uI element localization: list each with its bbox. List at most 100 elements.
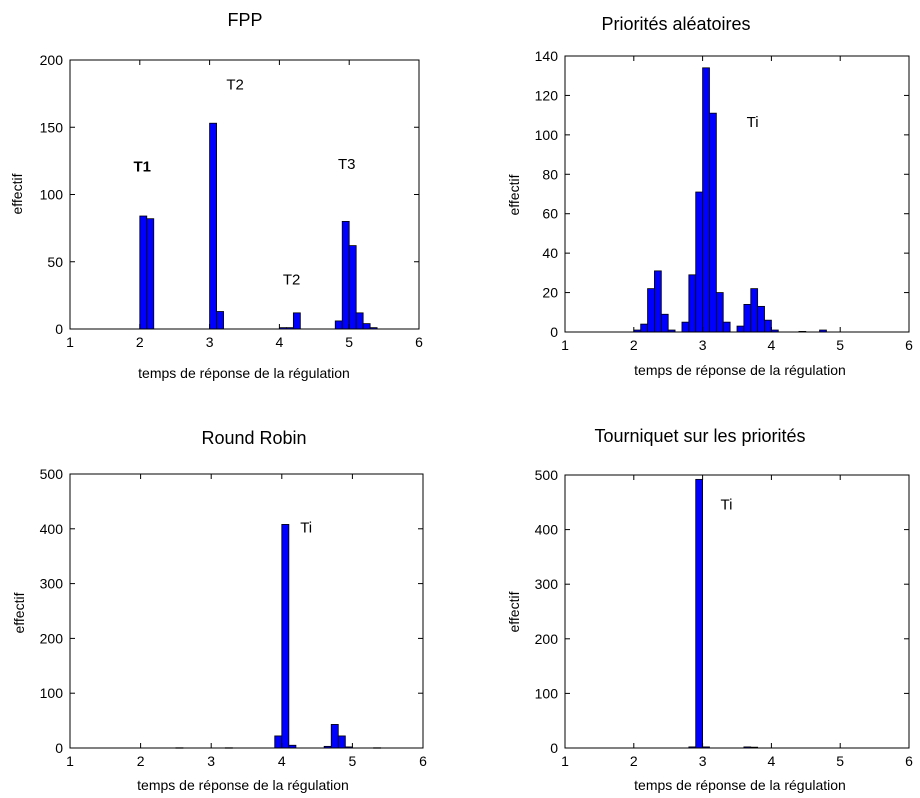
- histogram-bar: [764, 319, 772, 333]
- histogram-bars: [688, 478, 759, 749]
- series-annotation: Ti: [300, 520, 312, 537]
- series-annotation: T2: [226, 77, 244, 94]
- axes-frame: [69, 59, 420, 330]
- histogram-bar: [736, 325, 745, 333]
- series-annotation: T3: [338, 156, 356, 173]
- y-tick-label: 300: [535, 576, 559, 592]
- y-tick-label: 120: [535, 87, 559, 103]
- histogram-bar: [292, 312, 301, 330]
- y-axis-label: effectif: [11, 592, 27, 633]
- panel-round-robin: Round Robin 1 2 3 4 5 6 0 100 200 300 400 500 temps…: [11, 428, 427, 793]
- x-axis-label: temps de réponse de la régulation: [138, 365, 350, 381]
- x-axis-label: temps de réponse de la régulation: [137, 777, 349, 793]
- x-tick-label: 4: [278, 753, 286, 769]
- histogram-bar: [330, 724, 339, 749]
- histogram-bar: [337, 735, 346, 749]
- histogram-bar: [640, 323, 648, 333]
- histogram-bar: [750, 288, 759, 333]
- histogram-bar: [681, 321, 690, 333]
- histogram-bar: [715, 292, 724, 333]
- panel-title: Round Robin: [201, 428, 306, 448]
- x-tick-label: 5: [836, 753, 844, 769]
- axes-frame: [564, 55, 910, 333]
- x-tick-label: 5: [349, 753, 357, 769]
- x-axis-label: temps de réponse de la régulation: [634, 777, 846, 793]
- histogram-bars: [175, 524, 382, 749]
- histogram-bar: [702, 67, 710, 333]
- y-tick-label: 200: [40, 630, 64, 646]
- x-tick-label: 4: [276, 334, 284, 350]
- y-tick-label: 0: [55, 321, 63, 337]
- x-tick-label: 3: [699, 337, 707, 353]
- x-tick-label: 6: [419, 753, 427, 769]
- histogram-bar: [695, 478, 703, 749]
- histogram-bar: [654, 270, 662, 333]
- y-tick-label: 400: [535, 522, 559, 538]
- x-tick-label: 1: [66, 334, 74, 350]
- y-axis-label: effectif: [9, 173, 25, 214]
- x-tick-label: 2: [630, 337, 638, 353]
- histogram-bar: [709, 112, 717, 333]
- histogram-bar: [209, 122, 217, 330]
- histogram-bar: [660, 313, 669, 333]
- x-tick-label: 4: [768, 337, 776, 353]
- panel-title: FPP: [227, 10, 262, 30]
- histogram-bar: [348, 245, 357, 330]
- y-tick-label: 200: [535, 631, 559, 647]
- axis-ticks: 1 2 3 4 5 6 0 100 200 300 400 500: [535, 467, 913, 769]
- histogram-bar: [722, 321, 731, 333]
- y-tick-label: 40: [542, 245, 558, 261]
- y-tick-label: 500: [40, 466, 64, 482]
- panel-priority-round-robin: Tourniquet sur les priorités 1 2 3 4 5 6 0 100 2…: [506, 426, 913, 793]
- y-tick-label: 150: [40, 119, 64, 135]
- axis-ticks: 1 2 3 4 5 6 0 100 200 300 400 500: [40, 466, 427, 769]
- y-tick-label: 140: [535, 48, 559, 64]
- annotations: Ti: [721, 496, 733, 513]
- y-tick-label: 100: [535, 127, 559, 143]
- x-tick-label: 2: [136, 334, 144, 350]
- x-axis-label: temps de réponse de la régulation: [634, 362, 846, 378]
- histogram-bar: [274, 735, 283, 749]
- y-tick-label: 50: [47, 254, 63, 270]
- annotations: Ti: [747, 114, 759, 131]
- histogram-bar: [334, 320, 343, 330]
- axes-frame: [69, 473, 424, 749]
- y-tick-label: 200: [40, 52, 64, 68]
- x-tick-label: 3: [699, 753, 707, 769]
- y-tick-label: 100: [535, 685, 559, 701]
- panel-random-priorities: Priorités aléatoires 1 2 3 4 5 60204060801001…: [506, 14, 913, 378]
- y-tick-label: 100: [40, 685, 64, 701]
- x-tick-label: 6: [415, 334, 423, 350]
- y-tick-label: 60: [542, 206, 558, 222]
- histogram-bar: [362, 323, 371, 330]
- x-tick-label: 2: [630, 753, 638, 769]
- axes-frame: [564, 474, 910, 749]
- y-tick-label: 300: [40, 576, 64, 592]
- annotations: T1 T2 T2 T3: [134, 77, 356, 289]
- y-tick-label: 500: [535, 467, 559, 483]
- x-tick-label: 3: [206, 334, 214, 350]
- panel-title: Tourniquet sur les priorités: [594, 426, 805, 446]
- histogram-bars: [633, 67, 827, 333]
- panel-title: Priorités aléatoires: [601, 14, 750, 34]
- y-tick-label: 20: [542, 285, 558, 301]
- histogram-bar: [341, 220, 350, 330]
- x-tick-label: 1: [561, 337, 569, 353]
- histogram-bar: [695, 191, 703, 333]
- histogram-bars: [139, 122, 378, 330]
- histogram-bar: [743, 303, 752, 333]
- x-tick-label: 1: [561, 753, 569, 769]
- histogram-bar: [281, 524, 290, 749]
- y-axis-label: effectif: [506, 174, 522, 215]
- series-annotation: Ti: [747, 114, 759, 131]
- x-tick-label: 1: [66, 753, 74, 769]
- x-tick-label: 6: [905, 337, 913, 353]
- axis-ticks: 1 2 3 4 5 6 0 50 100 150 200: [40, 52, 423, 350]
- x-tick-label: 2: [137, 753, 145, 769]
- x-tick-label: 5: [836, 337, 844, 353]
- y-tick-label: 0: [550, 740, 558, 756]
- y-tick-label: 0: [550, 324, 558, 340]
- histogram-bar: [647, 288, 655, 333]
